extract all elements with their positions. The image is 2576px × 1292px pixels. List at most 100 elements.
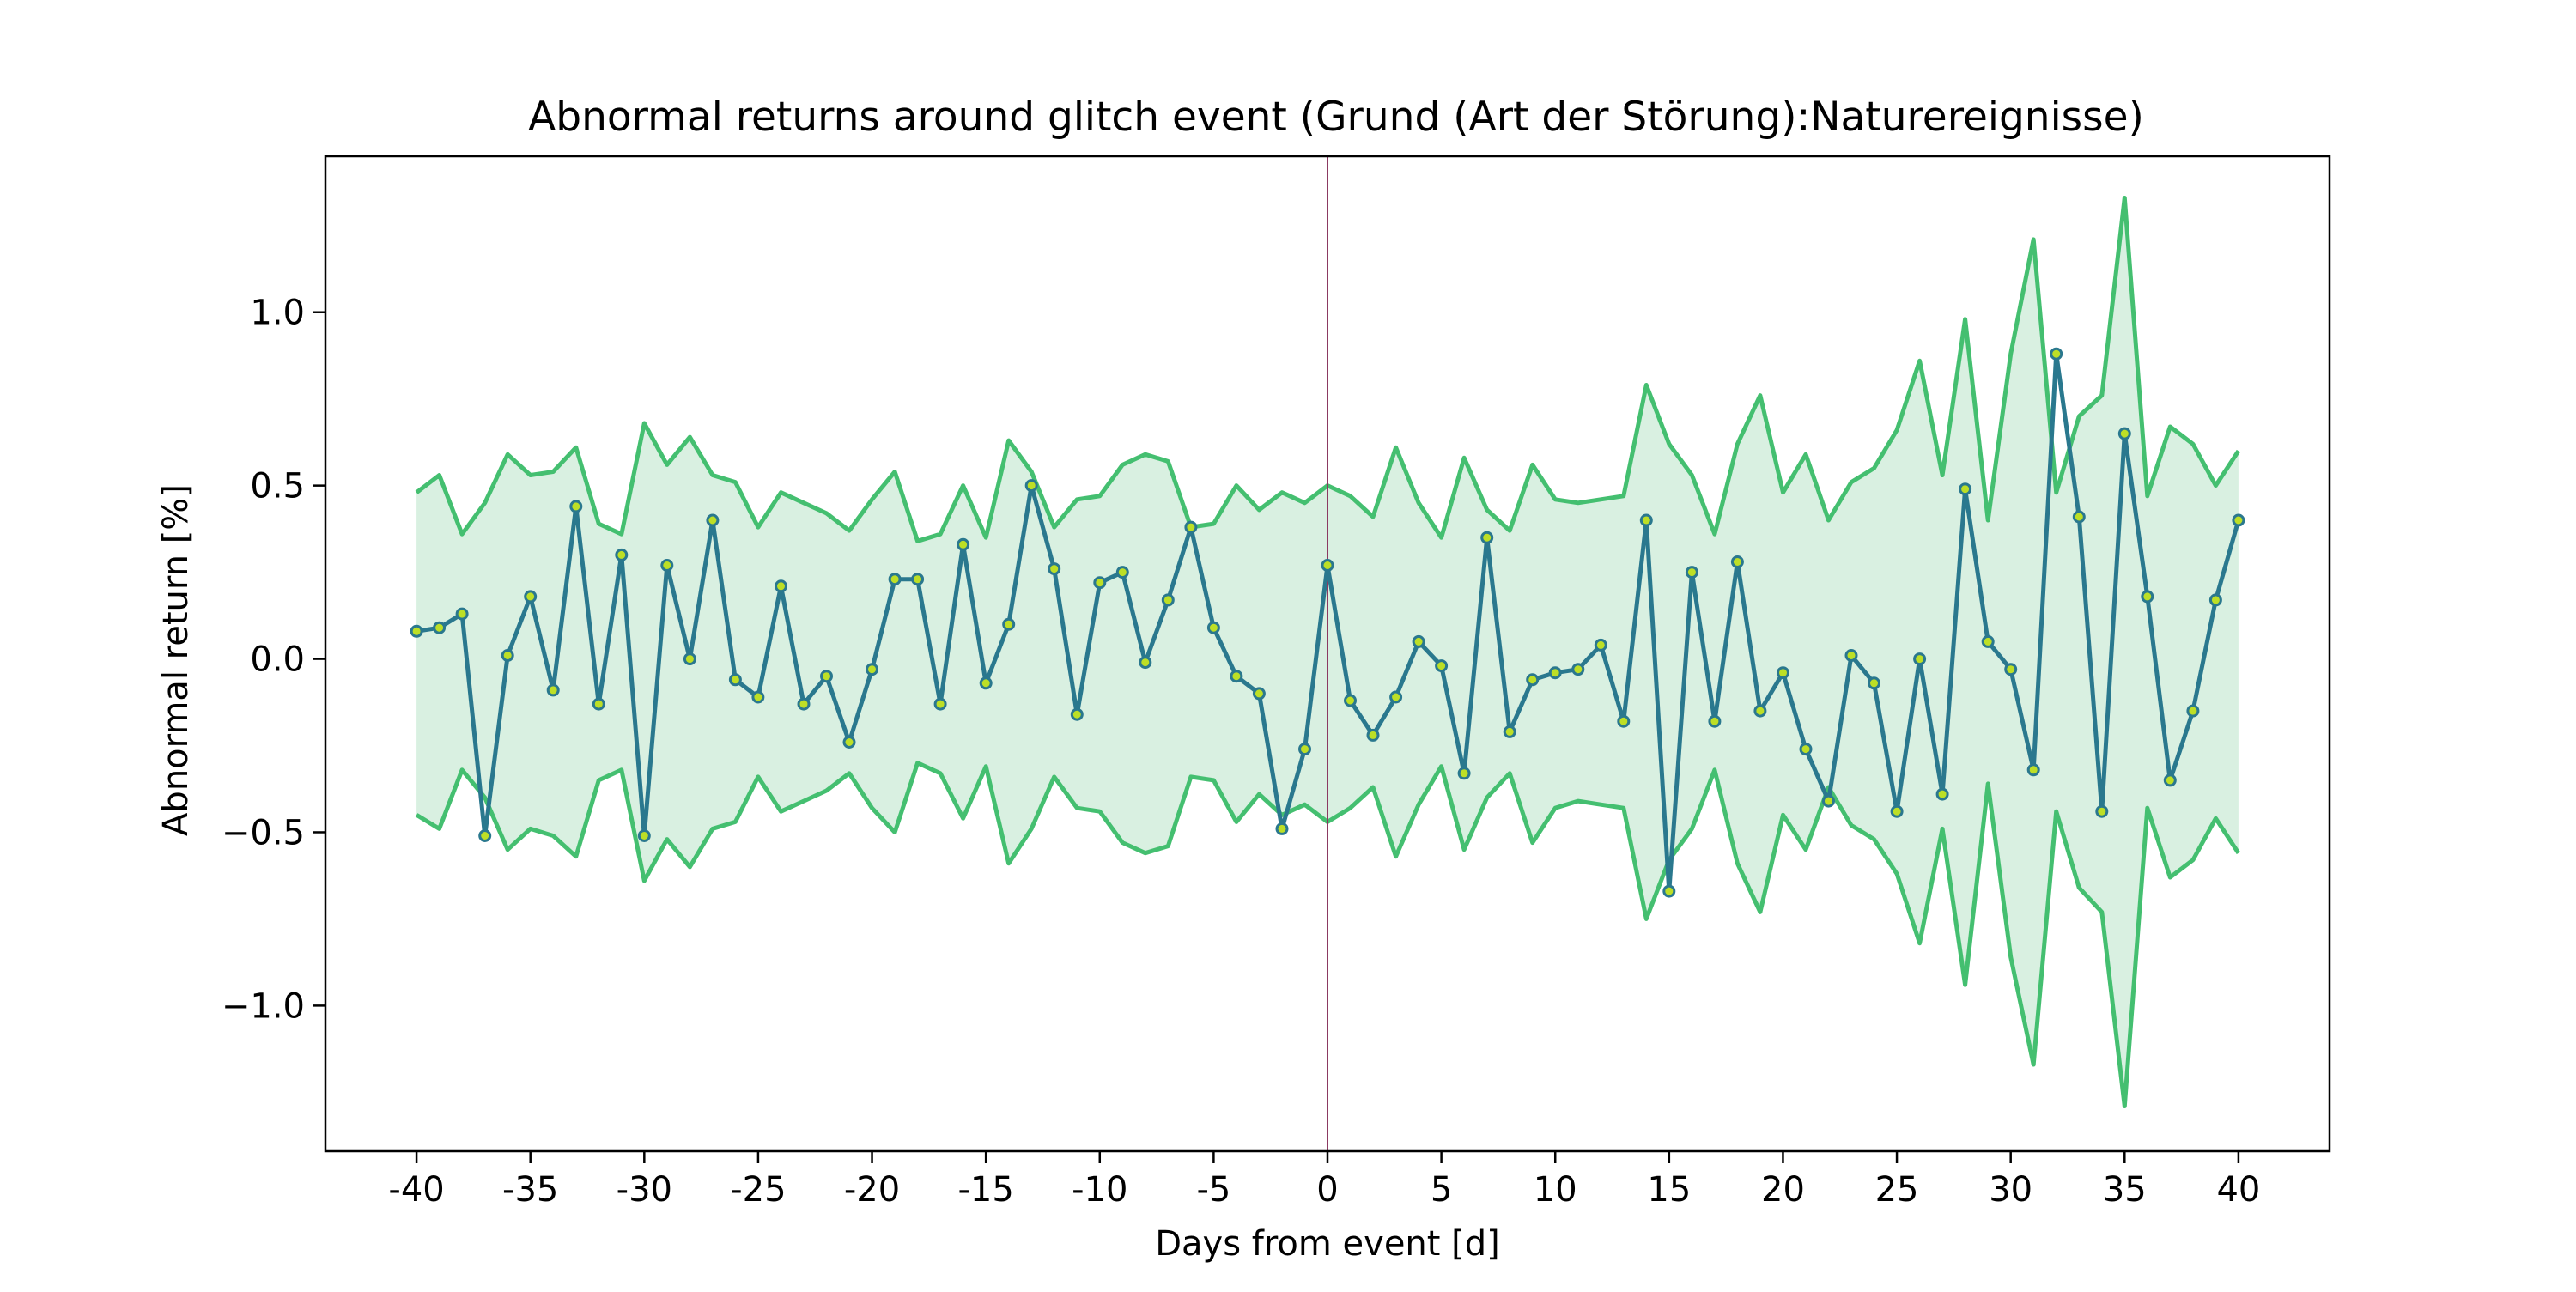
abnormal-return-point xyxy=(2186,704,2200,718)
x-tick-label: -20 xyxy=(844,1170,900,1210)
x-tick-label: 30 xyxy=(1989,1170,2032,1210)
abnormal-return-point xyxy=(1002,617,1016,631)
abnormal-return-point xyxy=(2208,593,2222,607)
x-tick-label: -40 xyxy=(388,1170,444,1210)
abnormal-return-point xyxy=(1753,704,1767,718)
x-tick-label: -5 xyxy=(1196,1170,1230,1210)
abnormal-return-point xyxy=(1115,566,1129,579)
x-axis-label: Days from event [d] xyxy=(1155,1224,1500,1264)
abnormal-return-point xyxy=(1935,787,1949,801)
x-tick-label: 0 xyxy=(1316,1170,1338,1210)
abnormal-return-point xyxy=(1070,707,1084,721)
abnormal-return-point xyxy=(1730,555,1744,568)
abnormal-return-point xyxy=(1799,743,1813,756)
abnormal-return-point xyxy=(1571,663,1585,676)
abnormal-return-point xyxy=(615,548,629,561)
abnormal-return-point xyxy=(775,579,787,593)
abnormal-return-point xyxy=(1594,638,1607,652)
abnormal-return-point xyxy=(410,624,423,638)
abnormal-return-point xyxy=(1230,670,1243,683)
abnormal-return-point xyxy=(2050,347,2063,361)
plot-area xyxy=(410,156,2245,1151)
abnormal-return-point xyxy=(911,573,925,586)
abnormal-return-point xyxy=(1868,676,1880,690)
x-tick-label: -25 xyxy=(730,1170,786,1210)
abnormal-return-point xyxy=(1913,652,1927,666)
chart-title: Abnormal returns around glitch event (Gr… xyxy=(528,94,2144,141)
y-tick-label: 0.0 xyxy=(250,640,305,680)
abnormal-return-point xyxy=(1548,666,1562,680)
abnormal-return-point xyxy=(1184,520,1198,534)
abnormal-return-point xyxy=(546,683,560,697)
abnormal-return-point xyxy=(957,537,970,551)
abnormal-return-point xyxy=(1275,822,1289,835)
abnormal-return-point xyxy=(820,670,833,683)
abnormal-return-point xyxy=(1457,767,1471,780)
y-axis-label: Abnormal return [%] xyxy=(156,484,196,836)
abnormal-return-point xyxy=(1366,728,1380,742)
abnormal-return-point xyxy=(1048,562,1061,576)
abnormal-return-point xyxy=(1435,659,1449,673)
x-axis-ticks: -40 -35 -30 -25 -20 -15 -10 -5 0 5 10 15 20 25 30 35 40 xyxy=(388,1151,2260,1210)
abnormal-return-point xyxy=(1959,482,1972,496)
abnormal-return-point xyxy=(1389,690,1403,704)
abnormal-return-point xyxy=(751,690,765,704)
abnormal-return-point xyxy=(524,590,538,604)
x-tick-label: 40 xyxy=(2216,1170,2260,1210)
abnormal-return-point xyxy=(1708,714,1722,728)
abnormal-return-point xyxy=(501,649,514,662)
abnormal-return-point xyxy=(1617,714,1631,728)
x-tick-label: 15 xyxy=(1647,1170,1691,1210)
abnormal-return-point xyxy=(1344,694,1357,707)
abnormal-return-point xyxy=(683,652,696,666)
y-tick-label: 0.5 xyxy=(250,467,305,506)
abnormal-return-point xyxy=(866,663,878,676)
abnormal-return-point xyxy=(2072,510,2086,524)
abnormal-return-point xyxy=(433,621,447,634)
abnormal-return-point xyxy=(455,607,469,621)
abnormal-return-point xyxy=(478,829,492,842)
abnormal-return-point xyxy=(2004,663,2018,676)
abnormal-return-point xyxy=(1822,794,1835,808)
abnormal-return-point xyxy=(1206,621,1220,634)
abnormal-return-point xyxy=(888,573,902,586)
abnormal-return-point xyxy=(706,513,720,527)
abnormal-return-point xyxy=(1093,576,1107,590)
abnormal-return-point xyxy=(1298,743,1311,756)
x-tick-label: -35 xyxy=(502,1170,558,1210)
abnormal-return-point xyxy=(569,500,583,513)
x-tick-label: 25 xyxy=(1875,1170,1919,1210)
abnormal-return-point xyxy=(2141,590,2154,604)
abnormal-return-point xyxy=(2095,804,2109,818)
abnormal-return-point xyxy=(1526,673,1540,687)
x-tick-label: 20 xyxy=(1761,1170,1805,1210)
abnormal-return-point xyxy=(2232,513,2245,527)
abnormal-return-point xyxy=(797,697,811,711)
x-tick-label: -15 xyxy=(957,1170,1013,1210)
x-tick-label: -10 xyxy=(1072,1170,1127,1210)
abnormal-return-point xyxy=(1024,479,1038,493)
abnormal-return-point xyxy=(1981,634,1995,648)
y-tick-label: −1.0 xyxy=(222,986,305,1026)
abnormal-return-point xyxy=(933,697,947,711)
abnormal-return-point xyxy=(1890,804,1904,818)
x-tick-label: 35 xyxy=(2103,1170,2147,1210)
x-tick-label: 5 xyxy=(1431,1170,1452,1210)
y-tick-label: 1.0 xyxy=(250,294,305,333)
abnormal-return-point xyxy=(1639,513,1653,527)
abnormal-return-point xyxy=(1777,666,1789,680)
y-tick-label: −0.5 xyxy=(222,813,305,852)
abnormal-return-point xyxy=(592,697,605,711)
abnormal-return-point xyxy=(2026,763,2040,777)
abnormal-return-point xyxy=(1252,687,1266,701)
abnormal-return-point xyxy=(979,676,993,690)
abnormal-return-point xyxy=(842,736,856,749)
abnormal-return-point xyxy=(2163,773,2177,787)
x-tick-label: -30 xyxy=(617,1170,672,1210)
abnormal-return-point xyxy=(1685,566,1698,579)
abnormal-return-point xyxy=(1161,593,1175,607)
abnormal-return-point xyxy=(2117,427,2131,440)
abnormal-return-point xyxy=(728,673,742,687)
